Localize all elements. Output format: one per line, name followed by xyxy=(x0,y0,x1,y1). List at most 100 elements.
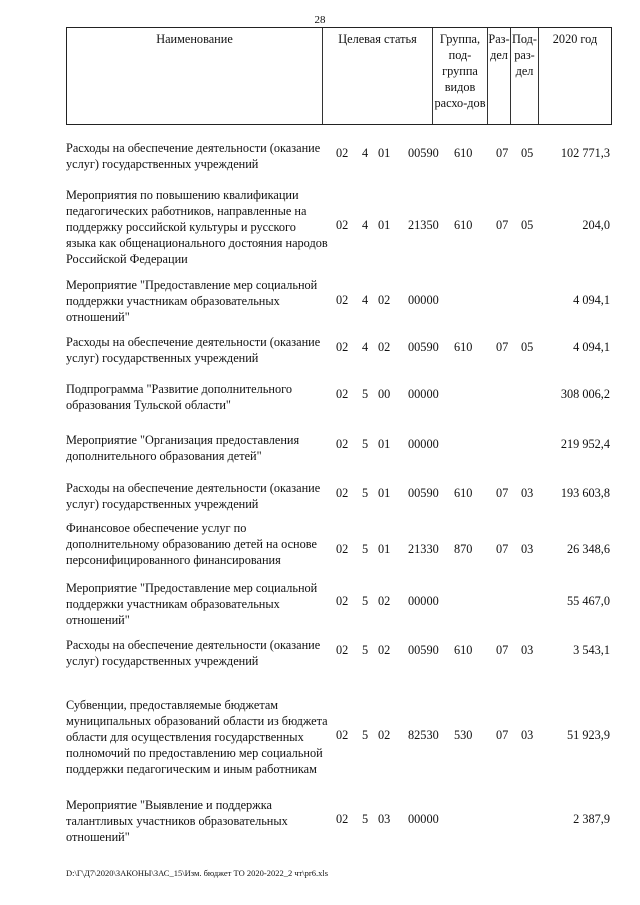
row-group: 870 xyxy=(454,542,473,556)
row-c2: 4 xyxy=(362,340,369,354)
row-group: 530 xyxy=(454,728,473,742)
row-c1: 02 xyxy=(336,486,349,500)
row-c2: 5 xyxy=(362,437,369,451)
row-group: 610 xyxy=(454,218,473,232)
row-c3: 02 xyxy=(378,293,391,307)
row-amount: 219 952,4 xyxy=(560,437,610,451)
row-subsection: 05 xyxy=(521,340,534,354)
row-subsection: 05 xyxy=(521,146,534,160)
row-amount: 3 543,1 xyxy=(573,643,610,657)
row-section: 07 xyxy=(496,728,509,742)
row-c2: 4 xyxy=(362,293,369,307)
row-c2: 5 xyxy=(362,594,369,608)
row-section: 07 xyxy=(496,486,509,500)
row-name: Мероприятия по повышению квалификации пе… xyxy=(66,188,328,266)
row-c4: 00000 xyxy=(408,437,439,451)
row-c4: 00590 xyxy=(408,146,439,160)
header-name: Наименование xyxy=(67,28,323,124)
row-c4: 00000 xyxy=(408,387,439,401)
row-group: 610 xyxy=(454,486,473,500)
row-c1: 02 xyxy=(336,340,349,354)
row-name: Подпрограмма "Развитие дополнительного о… xyxy=(66,382,292,412)
row-c2: 4 xyxy=(362,146,369,160)
row-c3: 01 xyxy=(378,218,391,232)
row-subsection: 03 xyxy=(521,728,534,742)
row-c2: 5 xyxy=(362,728,369,742)
row-subsection: 03 xyxy=(521,643,534,657)
row-c4: 21350 xyxy=(408,218,439,232)
row-c3: 00 xyxy=(378,387,391,401)
row-c4: 00000 xyxy=(408,594,439,608)
row-name: Субвенции, предоставляемые бюджетам муни… xyxy=(66,698,328,776)
row-section: 07 xyxy=(496,218,509,232)
row-amount: 4 094,1 xyxy=(573,293,610,307)
row-c3: 02 xyxy=(378,728,391,742)
row-amount: 55 467,0 xyxy=(566,594,610,608)
row-c1: 02 xyxy=(336,146,349,160)
page-number: 28 xyxy=(314,14,326,26)
row-name: Финансовое обеспечение услуг по дополнит… xyxy=(66,521,317,567)
row-amount: 26 348,6 xyxy=(566,542,610,556)
row-c4: 00000 xyxy=(408,812,439,826)
row-name: Мероприятие "Выявление и поддержка талан… xyxy=(66,798,288,844)
row-c3: 01 xyxy=(378,146,391,160)
row-c3: 02 xyxy=(378,340,391,354)
row-c2: 5 xyxy=(362,643,369,657)
row-c1: 02 xyxy=(336,387,349,401)
row-amount: 4 094,1 xyxy=(573,340,610,354)
file-path-footer: D:\Г\Д7\2020\ЗАКОНЫ\ЗАС_15\Изм. бюджет Т… xyxy=(66,868,329,878)
row-subsection: 03 xyxy=(521,486,534,500)
row-group: 610 xyxy=(454,340,473,354)
row-c3: 01 xyxy=(378,542,391,556)
header-target: Целевая статья xyxy=(323,28,433,124)
row-c1: 02 xyxy=(336,643,349,657)
row-c1: 02 xyxy=(336,542,349,556)
row-subsection: 03 xyxy=(521,542,534,556)
row-name: Мероприятие "Предоставление мер социальн… xyxy=(66,581,318,627)
row-c2: 4 xyxy=(362,218,369,232)
row-name: Расходы на обеспечение деятельности (ока… xyxy=(66,335,321,365)
row-c1: 02 xyxy=(336,594,349,608)
row-c4: 00000 xyxy=(408,293,439,307)
header-year: 2020 год xyxy=(552,32,598,46)
row-group: 610 xyxy=(454,643,473,657)
row-c2: 5 xyxy=(362,486,369,500)
row-c3: 02 xyxy=(378,643,391,657)
row-amount: 204,0 xyxy=(582,218,610,232)
row-amount: 193 603,8 xyxy=(560,486,610,500)
row-c3: 03 xyxy=(378,812,391,826)
row-c4: 82530 xyxy=(408,728,439,742)
row-c3: 02 xyxy=(378,594,391,608)
row-amount: 2 387,9 xyxy=(573,812,610,826)
row-c3: 01 xyxy=(378,437,391,451)
row-c2: 5 xyxy=(362,387,369,401)
table-header: Наименование Целевая статья Группа, под-… xyxy=(66,27,612,125)
row-section: 07 xyxy=(496,542,509,556)
row-section: 07 xyxy=(496,340,509,354)
row-c2: 5 xyxy=(362,542,369,556)
row-c1: 02 xyxy=(336,437,349,451)
row-c4: 21330 xyxy=(408,542,439,556)
header-section: Раз-дел xyxy=(488,28,511,124)
header-group: Группа, под-группа видов расхо-дов xyxy=(433,28,488,124)
row-c3: 01 xyxy=(378,486,391,500)
row-c1: 02 xyxy=(336,812,349,826)
row-c4: 00590 xyxy=(408,486,439,500)
row-name: Расходы на обеспечение деятельности (ока… xyxy=(66,638,321,668)
row-name: Расходы на обеспечение деятельности (ока… xyxy=(66,141,321,171)
row-group: 610 xyxy=(454,146,473,160)
row-name: Расходы на обеспечение деятельности (ока… xyxy=(66,481,321,511)
row-amount: 308 006,2 xyxy=(560,387,610,401)
row-c2: 5 xyxy=(362,812,369,826)
row-name: Мероприятие "Организация предоставления … xyxy=(66,433,300,463)
row-section: 07 xyxy=(496,146,509,160)
header-subsection: Под-раз-дел xyxy=(511,28,539,124)
row-subsection: 05 xyxy=(521,218,534,232)
row-amount: 102 771,3 xyxy=(560,146,610,160)
row-c1: 02 xyxy=(336,728,349,742)
row-c4: 00590 xyxy=(408,643,439,657)
row-c1: 02 xyxy=(336,293,349,307)
row-c4: 00590 xyxy=(408,340,439,354)
row-section: 07 xyxy=(496,643,509,657)
row-c1: 02 xyxy=(336,218,349,232)
